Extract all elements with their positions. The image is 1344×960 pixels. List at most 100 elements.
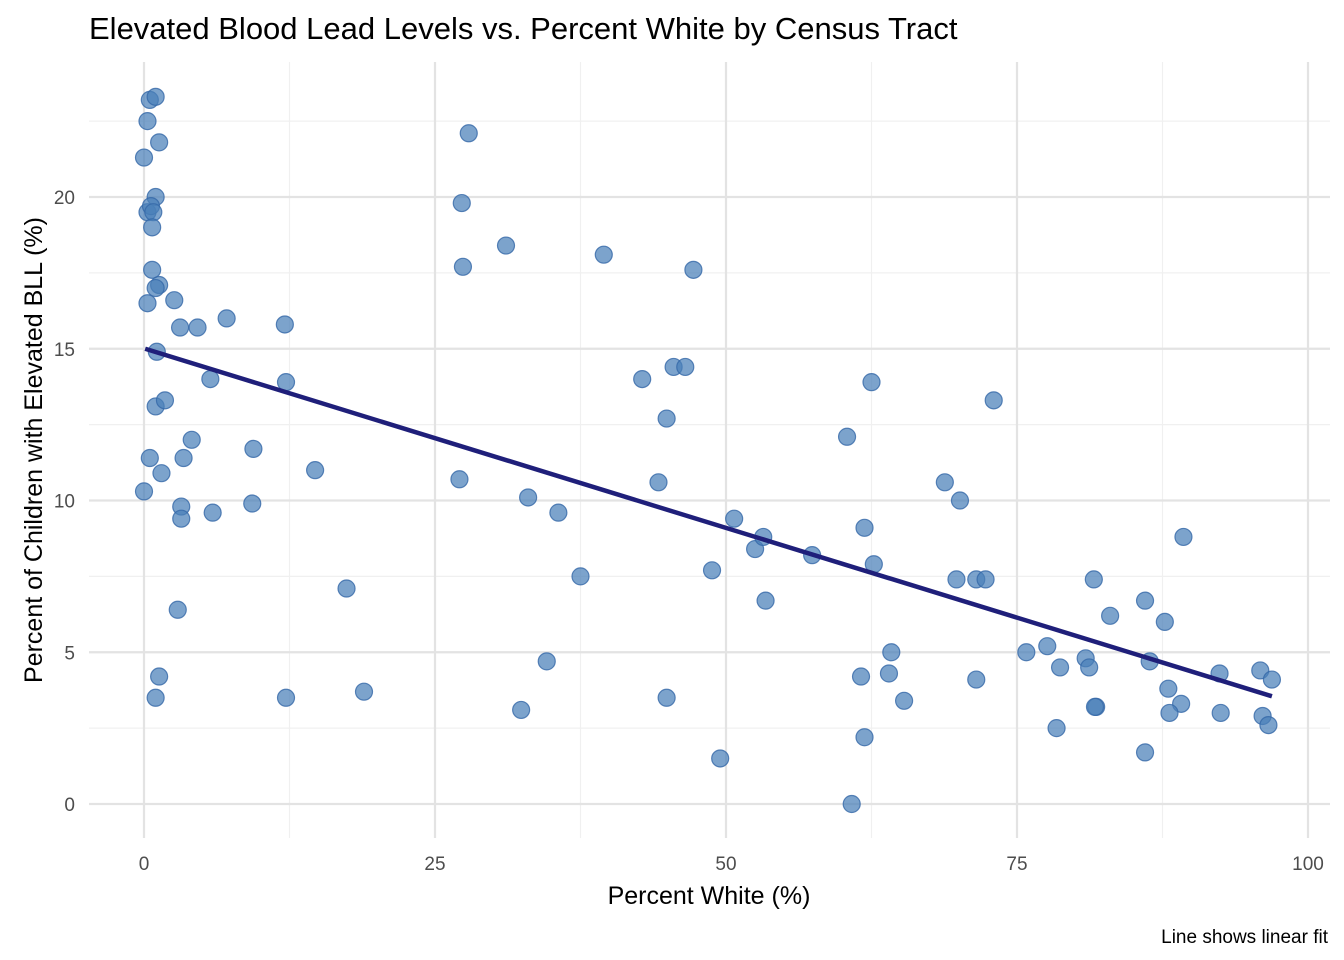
data-point: [155, 391, 175, 410]
data-point: [519, 488, 538, 507]
data-point: [244, 439, 263, 459]
data-point: [512, 700, 531, 720]
y-tick-label: 0: [64, 795, 75, 816]
data-point: [306, 461, 325, 480]
y-tick-label: 20: [54, 188, 75, 209]
data-point: [702, 561, 722, 580]
data-point: [450, 470, 469, 489]
data-point: [143, 260, 162, 279]
data-point: [855, 728, 874, 747]
data-point: [879, 664, 899, 683]
data-point: [684, 260, 703, 279]
data-point: [168, 600, 187, 619]
data-point: [711, 749, 730, 768]
fit-line-group: [144, 346, 1273, 699]
data-point: [855, 518, 874, 537]
data-point: [217, 309, 236, 328]
y-tick-label: 10: [54, 492, 75, 513]
data-point: [984, 391, 1003, 410]
data-points: [134, 87, 1282, 814]
data-point: [649, 473, 668, 492]
data-point: [1080, 658, 1099, 677]
data-point: [201, 370, 220, 389]
data-point: [1101, 606, 1120, 625]
data-point: [134, 148, 154, 167]
data-point: [188, 318, 207, 337]
data-point: [935, 473, 954, 492]
data-point: [882, 643, 901, 662]
data-point: [134, 482, 154, 501]
data-point: [150, 667, 169, 686]
data-point: [1017, 643, 1036, 662]
data-point: [725, 509, 744, 528]
data-point: [862, 373, 881, 392]
data-point: [842, 794, 861, 814]
data-point: [1211, 703, 1230, 723]
data-point: [496, 236, 516, 255]
data-point: [676, 357, 695, 377]
data-point: [452, 193, 471, 213]
data-point: [138, 294, 157, 313]
data-point: [146, 278, 165, 298]
data-point: [657, 409, 676, 428]
data-point: [143, 218, 162, 237]
data-point: [172, 509, 191, 528]
data-point: [1047, 719, 1066, 738]
linear-fit-line: [144, 346, 1273, 699]
data-point: [453, 257, 473, 276]
data-point: [165, 291, 184, 310]
x-axis-title: Percent White (%): [608, 882, 811, 910]
y-axis-ticks: 0 5 10 15 20: [54, 188, 75, 816]
data-point: [275, 315, 294, 334]
data-point: [837, 427, 857, 446]
data-point: [146, 87, 165, 106]
data-point: [140, 448, 159, 468]
chart-title: Elevated Blood Lead Levels vs. Percent W…: [89, 11, 958, 46]
data-point: [144, 203, 163, 222]
data-point: [337, 579, 356, 598]
data-point: [1155, 612, 1174, 632]
data-point: [146, 688, 165, 707]
y-tick-label: 5: [64, 643, 75, 664]
data-point: [354, 682, 374, 701]
data-point: [851, 667, 871, 686]
data-point: [276, 688, 296, 707]
data-point: [967, 670, 986, 689]
y-axis-title: Percent of Children with Elevated BLL (%…: [20, 217, 48, 683]
grid: [89, 62, 1330, 838]
data-point: [1135, 591, 1155, 610]
data-point: [1262, 670, 1282, 689]
data-point: [894, 691, 914, 710]
data-point: [174, 448, 193, 468]
y-tick-label: 15: [54, 340, 75, 361]
data-point: [170, 318, 190, 337]
data-point: [594, 245, 613, 264]
data-point: [1159, 679, 1178, 698]
data-point: [1050, 658, 1070, 677]
data-point: [549, 503, 568, 522]
data-point: [950, 491, 970, 510]
data-point: [459, 124, 478, 143]
x-tick-label: 75: [1006, 854, 1027, 875]
data-point: [203, 503, 222, 522]
data-point: [182, 430, 201, 449]
x-axis-ticks: 0 25 50 75 100: [139, 854, 1324, 875]
data-point: [1084, 570, 1103, 589]
x-tick-label: 100: [1292, 854, 1324, 875]
data-point: [571, 567, 590, 586]
data-point: [152, 464, 171, 483]
data-point: [657, 688, 676, 707]
data-point: [947, 570, 966, 589]
data-point: [756, 591, 775, 610]
data-point: [150, 133, 169, 152]
data-point: [537, 652, 556, 671]
data-point: [1085, 697, 1105, 716]
data-point: [243, 494, 262, 513]
data-point: [1160, 703, 1179, 723]
data-point: [1135, 743, 1155, 762]
data-point: [1174, 527, 1193, 547]
chart-caption: Line shows linear fit: [1161, 927, 1329, 948]
data-point: [1259, 715, 1278, 735]
data-point: [1038, 637, 1057, 656]
